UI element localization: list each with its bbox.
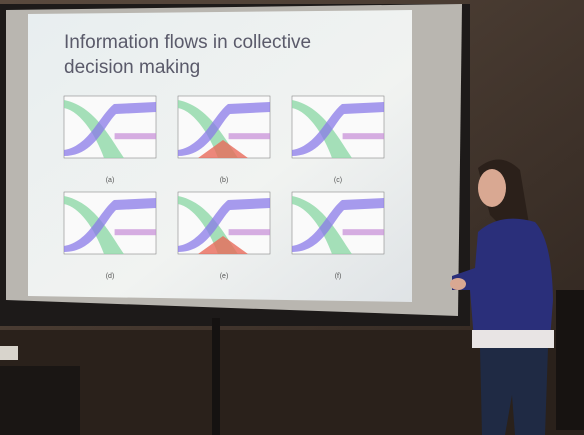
band [228,133,270,140]
panel: (a) [63,95,157,184]
panel: (f) [291,191,385,280]
presenter [450,159,554,435]
slide-title-line: decision making [64,57,200,78]
panel: (d) [63,191,157,280]
table-edge [0,366,80,435]
panel-label: (e) [220,273,229,280]
band [114,229,156,236]
object [0,346,18,360]
purple-band [178,102,270,156]
panel: (e) [177,191,271,280]
slide-content: Information flows in collective decision… [63,32,385,280]
shirt-hem [472,330,554,348]
panel: (b) [177,95,271,184]
panel-label: (a) [106,177,115,184]
red-area [198,140,248,158]
hands [450,278,466,290]
purple-band [178,198,270,252]
panel-label: (f) [335,273,342,280]
panel-label: (d) [106,273,115,280]
purple-band [64,198,156,252]
panel: (c) [291,95,385,184]
red-area [198,236,248,254]
doorway [556,290,584,430]
purple-band [64,102,156,156]
slide-title-line: Information flows in collective [64,32,311,53]
band [228,229,270,236]
face [478,169,506,207]
purple-band [292,102,384,156]
purple-band [292,198,384,252]
sweater [452,218,553,340]
jeans [480,348,548,435]
band [114,133,156,140]
band [342,229,384,236]
band [342,133,384,140]
stand-pole [212,318,220,435]
panel-label: (c) [334,177,342,184]
panel-label: (b) [220,177,229,184]
